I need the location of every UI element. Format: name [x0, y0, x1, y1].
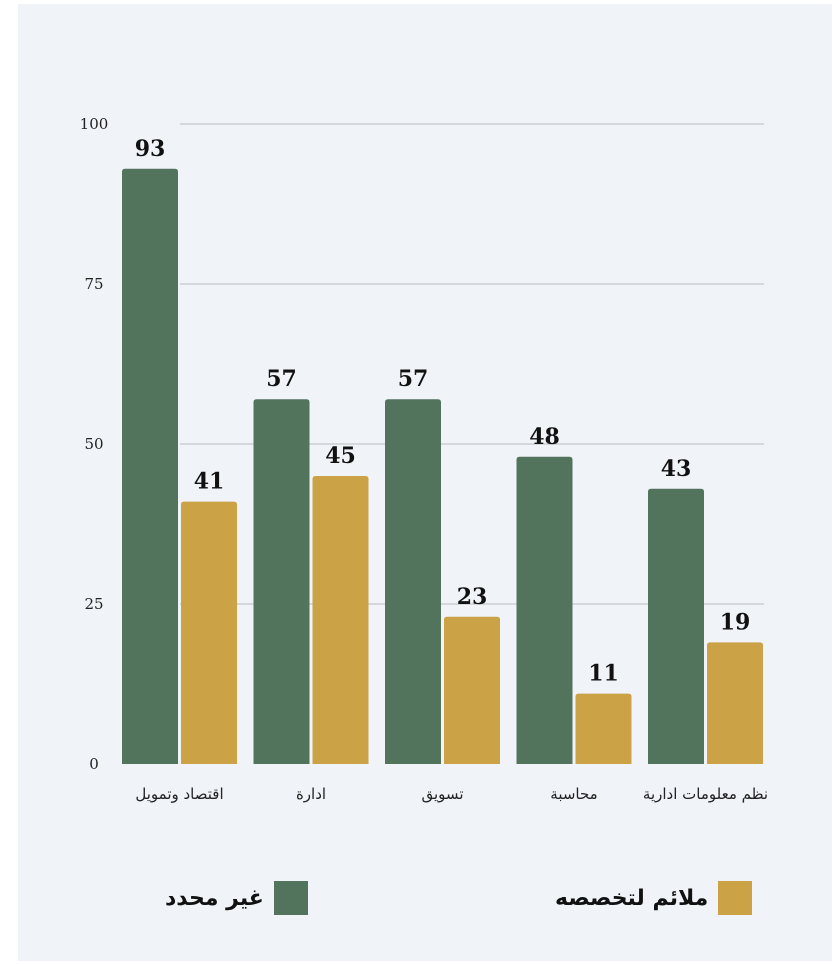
data-label: 45 — [325, 443, 356, 469]
data-labels: 93 41 57 45 57 23 48 11 43 19 — [135, 136, 751, 687]
x-tick-label: نظم معلومات ادارية — [643, 785, 768, 803]
x-tick-label: تسويق — [422, 785, 464, 803]
data-label: 19 — [720, 609, 751, 635]
bar-series-1 — [253, 399, 310, 764]
y-tick-label: 50 — [84, 435, 103, 453]
bar-series-2 — [312, 476, 369, 764]
x-tick-label: اقتصاد وتمويل — [135, 785, 223, 803]
bar-series-1 — [648, 488, 704, 764]
legend-label-series-1: غير محدد — [165, 885, 264, 911]
data-label: 41 — [194, 469, 225, 495]
bar-series-2 — [575, 693, 632, 764]
bar-series-1 — [385, 399, 441, 764]
data-label: 43 — [661, 456, 692, 482]
bar-series-2 — [181, 501, 237, 764]
legend-label-series-2: ملائم لتخصصه — [555, 885, 709, 911]
y-tick-label: 75 — [84, 275, 103, 293]
legend-swatch-series-1 — [273, 881, 308, 915]
bar-series-2 — [707, 642, 763, 764]
data-label: 93 — [135, 136, 166, 162]
y-tick-label: 100 — [80, 115, 109, 133]
y-axis-ticks: 0 25 50 75 100 — [80, 115, 109, 773]
x-tick-label: محاسبة — [550, 785, 597, 803]
bar-series-2 — [444, 616, 500, 764]
legend-swatch-series-2 — [718, 881, 753, 915]
bars — [122, 168, 763, 765]
data-label: 23 — [457, 584, 488, 610]
data-label: 48 — [529, 424, 560, 450]
bar-series-1 — [122, 168, 178, 765]
category-labels: اقتصاد وتمويل ادارة تسويق محاسبة نظم معلومات… — [135, 785, 768, 803]
y-tick-label: 0 — [89, 755, 99, 773]
data-label: 57 — [398, 366, 429, 392]
y-tick-label: 25 — [84, 595, 103, 613]
legend-item-series-1: غير محدد — [165, 878, 308, 918]
data-label: 57 — [266, 366, 297, 392]
x-tick-label: ادارة — [296, 785, 326, 803]
legend-item-series-2: ملائم لتخصصه — [555, 878, 753, 918]
data-label: 11 — [588, 661, 619, 687]
bar-series-1 — [516, 456, 573, 764]
